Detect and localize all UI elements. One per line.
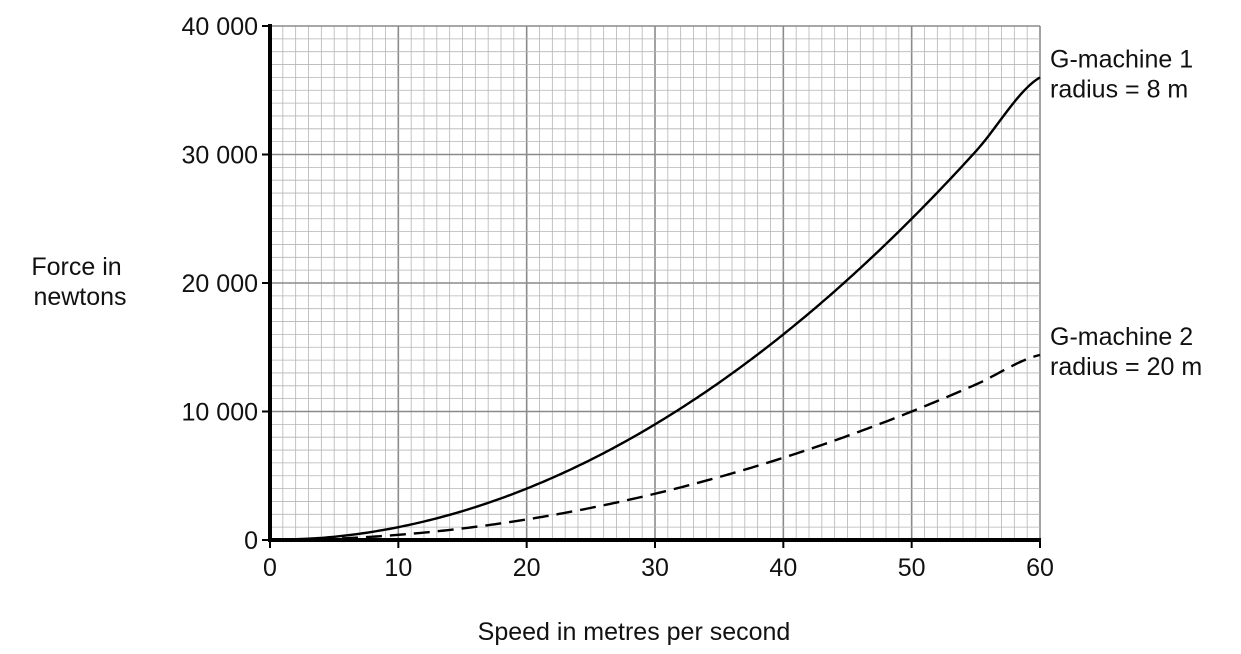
series-labels: G-machine 1 radius = 8 mG-machine 2 radius…: [1050, 45, 1202, 381]
y-axis-label: Force in newtons: [31, 253, 128, 311]
series-label-g-machine-2: G-machine 2 radius = 20 m: [1050, 323, 1202, 381]
y-axis-label-line-2: newtons: [33, 283, 126, 311]
grid: [269, 25, 1041, 541]
x-tick-label: 50: [898, 554, 926, 582]
axes: [262, 24, 1041, 548]
y-axis-label-line-1: Force in: [31, 253, 121, 281]
series-line-g-machine-2: [269, 353, 1041, 542]
series-label-line: G-machine 2: [1050, 323, 1193, 351]
series-label-g-machine-1: G-machine 1 radius = 8 m: [1050, 45, 1193, 103]
x-tick-label: 10: [384, 554, 412, 582]
tick-labels: 0 10 20 30 40 50 60 0 10 000 20 000 30 000 40 000: [182, 13, 1054, 582]
x-tick-label: 30: [641, 554, 669, 582]
y-tick-label: 30 000: [182, 142, 258, 170]
x-tick-label: 40: [769, 554, 797, 582]
x-tick-label: 60: [1026, 554, 1054, 582]
series-line-g-machine-1: [269, 76, 1041, 542]
x-tick-label: 0: [263, 554, 277, 582]
y-tick-label: 10 000: [182, 399, 258, 427]
y-tick-label: 40 000: [182, 13, 258, 41]
x-axis-label: Speed in metres per second: [478, 618, 791, 646]
series-label-line: radius = 20 m: [1050, 353, 1202, 381]
series-label-line: G-machine 1: [1050, 45, 1193, 73]
series-lines: [269, 76, 1041, 542]
y-tick-label: 0: [244, 527, 258, 555]
y-tick-label: 20 000: [182, 270, 258, 298]
series-label-line: radius = 8 m: [1050, 75, 1188, 103]
x-tick-label: 20: [513, 554, 541, 582]
